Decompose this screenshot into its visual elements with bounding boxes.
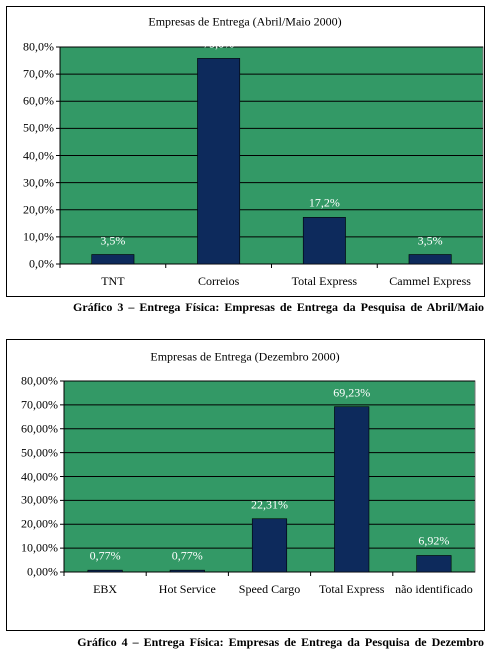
- value-label: 75,8%: [203, 36, 235, 51]
- y-tick-label: 40,00%: [21, 469, 58, 483]
- x-tick-label: TNT: [101, 274, 125, 288]
- y-tick-label: 70,0%: [23, 66, 54, 81]
- y-tick-label: 10,00%: [21, 540, 58, 555]
- value-label: 3,5%: [100, 233, 126, 247]
- bar: [334, 406, 370, 573]
- x-tick-label: Speed Cargo: [238, 582, 301, 596]
- y-tick-label: 0,00%: [27, 564, 58, 579]
- value-label: 0,77%: [171, 548, 203, 563]
- x-tick-label: Cammel Express: [389, 274, 471, 288]
- bar: [87, 569, 123, 573]
- value-label: 69,23%: [333, 385, 371, 400]
- y-tick-label: 50,00%: [21, 445, 58, 460]
- y-tick-label: 70,00%: [21, 397, 58, 412]
- bar: [169, 569, 205, 573]
- value-label: 3,5%: [417, 233, 443, 247]
- y-tick-label: 40,0%: [23, 148, 54, 162]
- chart-title: Empresas de Entrega (Dezembro 2000): [150, 349, 340, 364]
- value-label: 22,31%: [251, 497, 288, 512]
- bar: [416, 555, 452, 573]
- value-label: 6,92%: [418, 533, 450, 548]
- caption: Gráfico 3 – Entrega Física: Empresas de …: [73, 300, 484, 314]
- y-tick-label: 0,0%: [29, 256, 54, 271]
- x-tick-label: Hot Service: [158, 582, 216, 596]
- x-tick-label: Total Express: [291, 274, 358, 288]
- bar: [302, 217, 346, 265]
- chart-title: Empresas de Entrega (Abril/Maio 2000): [148, 14, 342, 29]
- y-tick-label: 60,00%: [21, 421, 58, 436]
- y-tick-label: 50,0%: [23, 120, 54, 135]
- y-tick-label: 30,00%: [21, 492, 58, 507]
- y-tick-label: 30,0%: [23, 175, 54, 190]
- caption: Gráfico 4 – Entrega Física: Empresas de …: [77, 635, 484, 649]
- bar: [197, 58, 241, 265]
- x-tick-label: Correios: [197, 274, 240, 288]
- bar: [408, 254, 452, 265]
- x-tick-label: EBX: [93, 582, 118, 596]
- y-tick-label: 10,0%: [23, 229, 54, 244]
- y-tick-label: 60,0%: [23, 93, 54, 108]
- y-tick-label: 20,00%: [21, 516, 58, 531]
- x-tick-label: Total Express: [318, 582, 385, 596]
- y-tick-label: 80,00%: [21, 373, 58, 388]
- bar: [91, 254, 135, 265]
- value-label: 17,2%: [308, 195, 340, 210]
- y-tick-label: 80,0%: [23, 39, 54, 54]
- x-tick-label: não identificado: [395, 582, 473, 596]
- y-tick-label: 20,0%: [23, 202, 54, 217]
- value-label: 0,77%: [89, 548, 121, 563]
- bar: [251, 518, 288, 573]
